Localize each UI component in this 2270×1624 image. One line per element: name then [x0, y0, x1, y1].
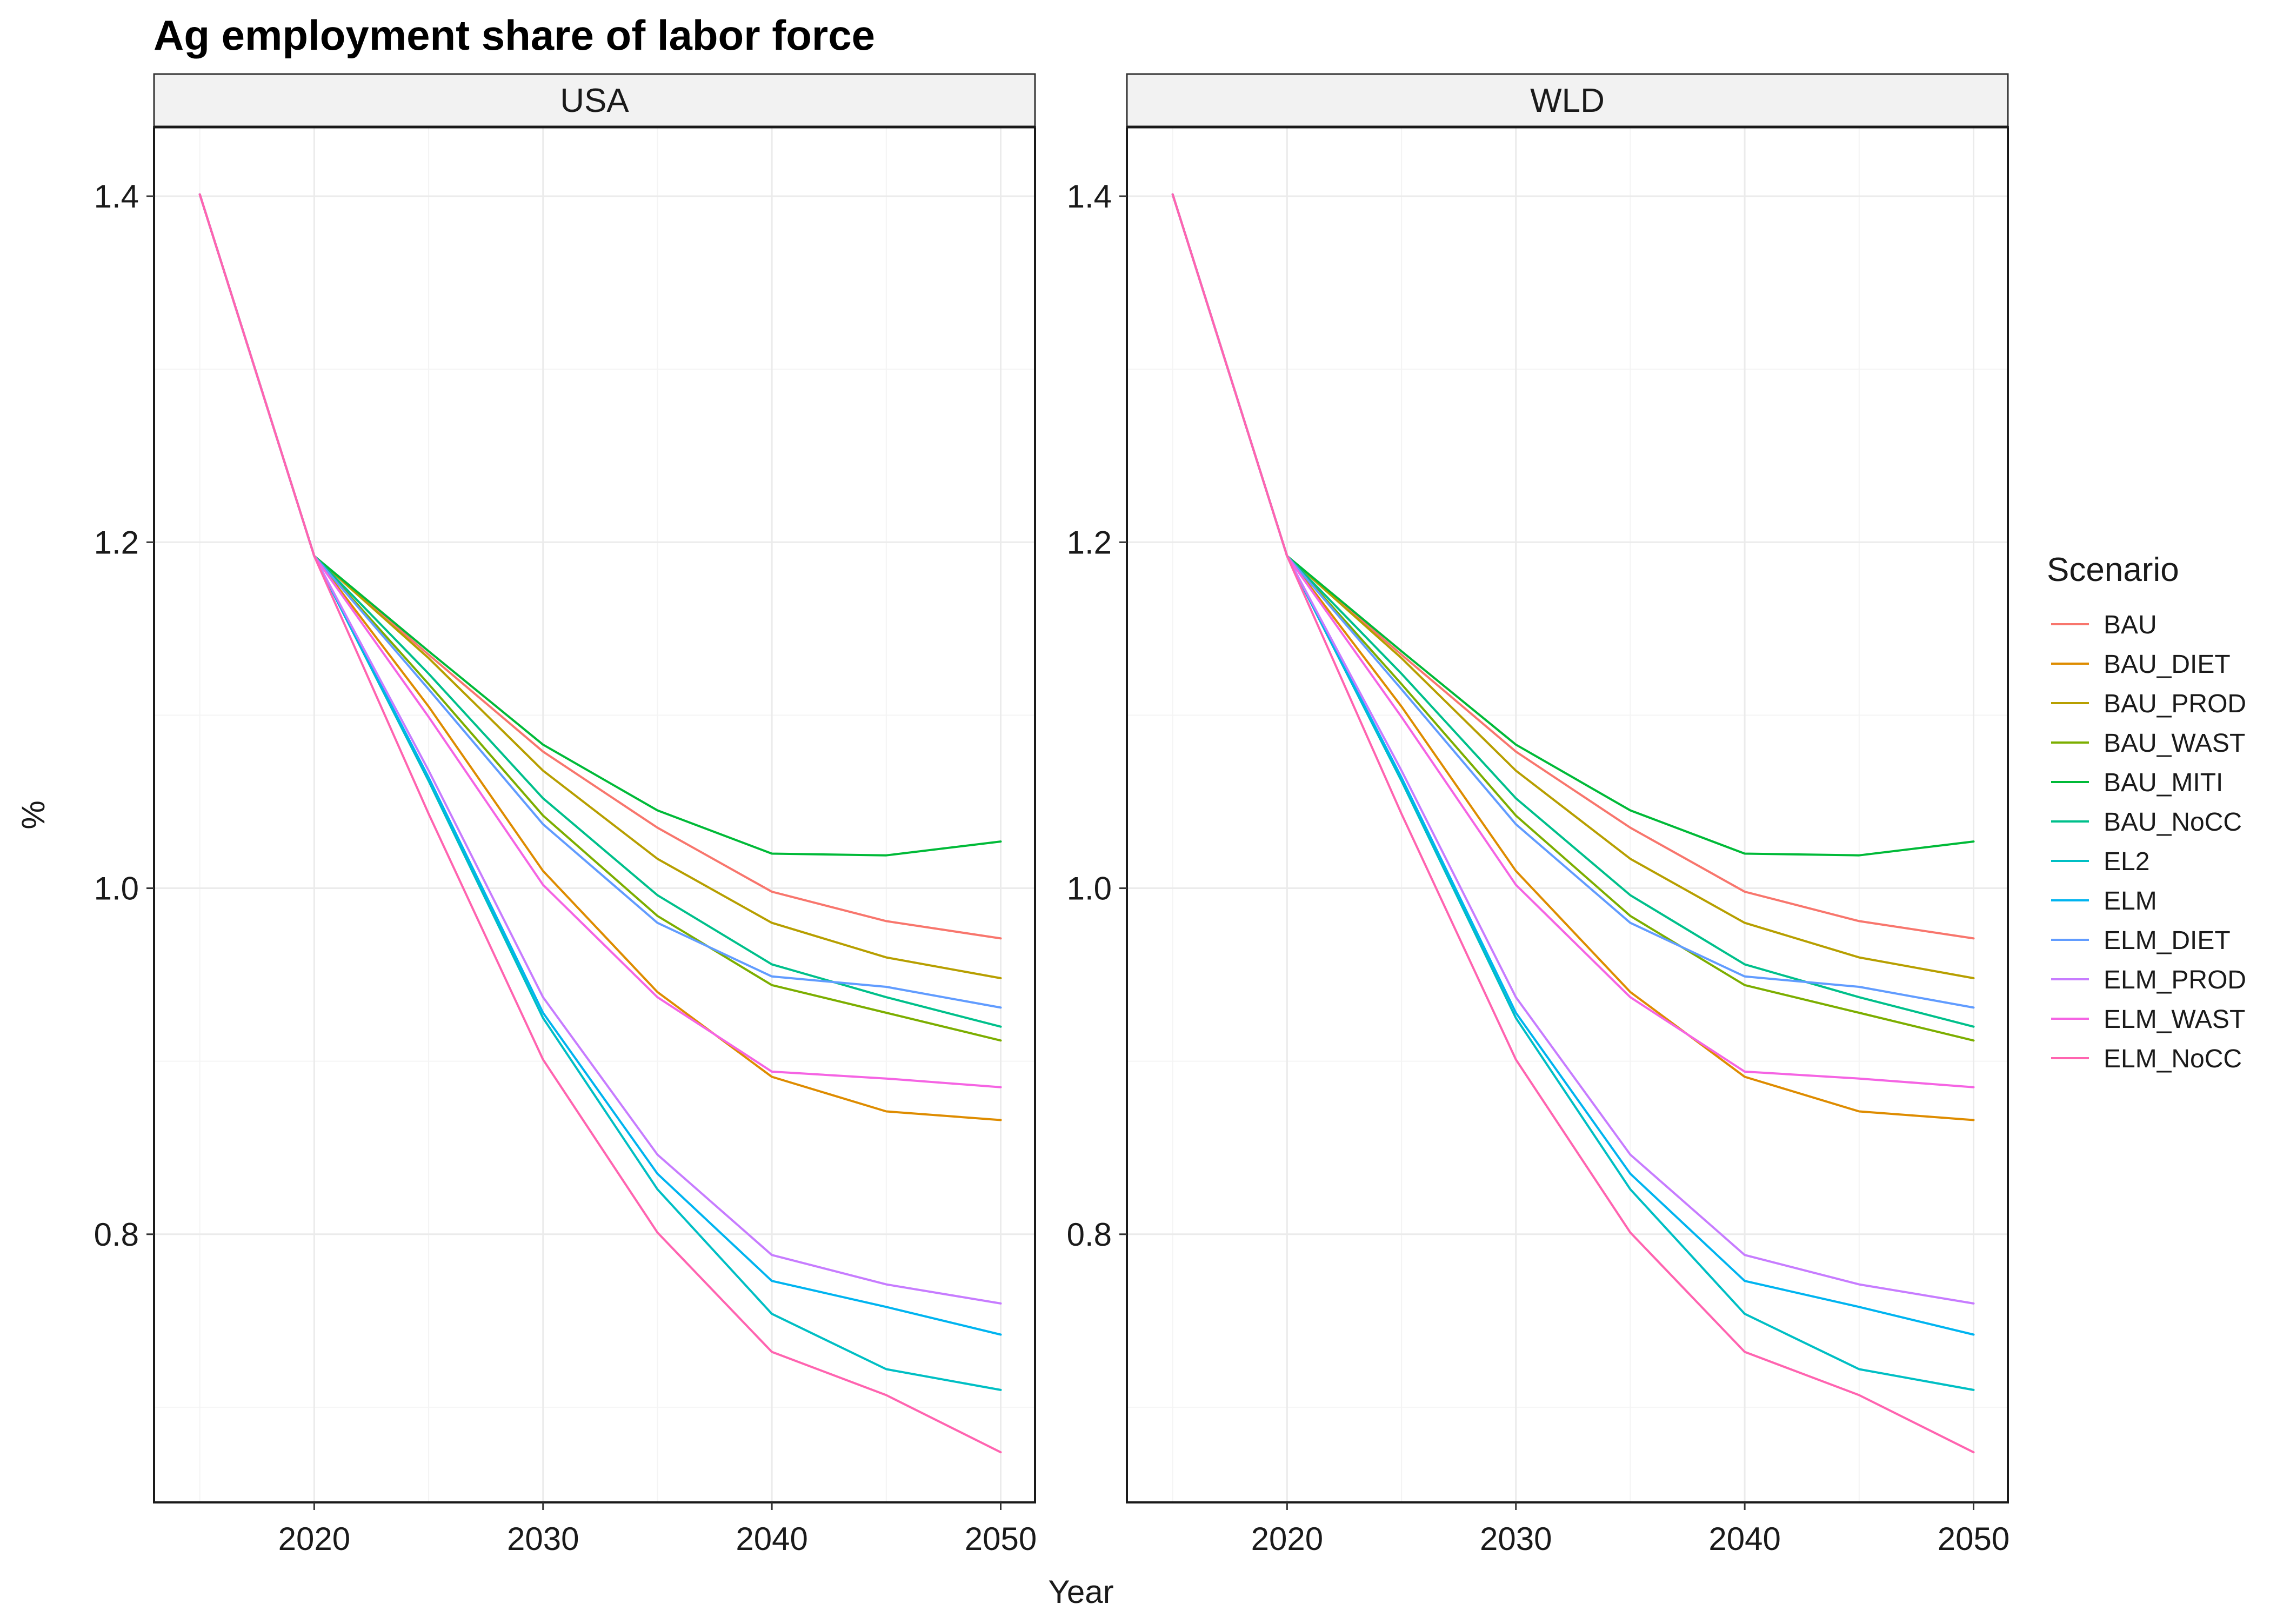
series-line-elm-wast: [1171, 193, 1975, 1088]
series-line-bau-nocc: [1171, 193, 1975, 1028]
y-tick-label: 1.4: [94, 178, 139, 215]
legend-label: ELM_WAST: [2104, 1005, 2245, 1034]
y-tick-label: 1.2: [94, 524, 139, 560]
y-tick-label: 1.0: [1067, 871, 1112, 907]
legend-item: ELM_WAST: [2051, 1005, 2245, 1034]
facet-strip: [153, 73, 1036, 128]
legend-label: BAU_MITI: [2104, 768, 2223, 797]
series-line-elm-prod: [198, 193, 1002, 1305]
legend-label: EL2: [2104, 847, 2149, 876]
facet-strip: [1126, 73, 2009, 128]
legend-label: ELM_DIET: [2104, 926, 2231, 955]
legend-label: BAU_NoCC: [2104, 808, 2242, 837]
series-line-bau-wast: [198, 193, 1002, 1042]
legend: Scenario BAU BAU_DIET BAU_PROD BAU_WAST BAU_…: [2047, 551, 2246, 1073]
series-line-elm: [1171, 193, 1975, 1336]
y-axis-title: %: [15, 800, 51, 829]
facet-strip-label: USA: [560, 82, 629, 119]
series-line-bau-miti: [198, 193, 1002, 857]
legend-item: EL2: [2051, 847, 2149, 876]
y-tick-label: 1.4: [1067, 178, 1112, 215]
x-tick-label: 2030: [1480, 1521, 1552, 1557]
x-tick-label: 2050: [1938, 1521, 2009, 1557]
x-tick-label: 2020: [278, 1521, 350, 1557]
panel-wld: WLD 2020 2030 2040 2050 0.8 1.0 1.2 1.4: [1067, 73, 2009, 1557]
series-line-bau-nocc: [198, 193, 1002, 1028]
series-line-elm: [198, 193, 1002, 1336]
x-tick-label: 2020: [1251, 1521, 1323, 1557]
series-line-bau-diet: [1171, 193, 1975, 1121]
legend-label: BAU: [2104, 611, 2157, 639]
legend-item: ELM_NoCC: [2051, 1045, 2242, 1073]
series-line-bau-prod: [1171, 193, 1975, 979]
series-line-bau-diet: [198, 193, 1002, 1121]
legend-item: ELM: [2051, 887, 2157, 915]
panel-border: [1126, 126, 2009, 1503]
x-tick-label: 2040: [1708, 1521, 1780, 1557]
legend-label: BAU_DIET: [2104, 650, 2231, 679]
series-line-bau-miti: [1171, 193, 1975, 857]
legend-item: ELM_DIET: [2051, 926, 2231, 955]
series-line-elm-diet: [1171, 193, 1975, 1009]
x-tick-label: 2050: [965, 1521, 1037, 1557]
legend-label: ELM_NoCC: [2104, 1045, 2242, 1073]
legend-label: BAU_WAST: [2104, 729, 2245, 758]
legend-label: ELM_PROD: [2104, 966, 2246, 994]
y-tick-label: 1.0: [94, 871, 139, 907]
y-tick-label: 1.2: [1067, 524, 1112, 560]
legend-item: BAU_WAST: [2051, 729, 2245, 758]
legend-item: BAU_NoCC: [2051, 808, 2242, 837]
series-line-bau-prod: [198, 193, 1002, 979]
series-line-el2: [198, 193, 1002, 1391]
legend-item: ELM_PROD: [2051, 966, 2246, 994]
panel-border: [153, 126, 1036, 1503]
legend-item: BAU_DIET: [2051, 650, 2231, 679]
x-tick-label: 2040: [736, 1521, 807, 1557]
series-line-elm-nocc: [1171, 193, 1975, 1454]
series-line-elm-nocc: [198, 193, 1002, 1454]
series-line-elm-wast: [198, 193, 1002, 1088]
legend-title: Scenario: [2047, 551, 2179, 589]
x-tick-label: 2030: [507, 1521, 579, 1557]
legend-label: ELM: [2104, 887, 2157, 915]
legend-item: BAU: [2051, 611, 2157, 639]
x-axis-title: Year: [1048, 1574, 1113, 1610]
legend-item: BAU_MITI: [2051, 768, 2223, 797]
series-line-el2: [1171, 193, 1975, 1391]
series-line-bau-wast: [1171, 193, 1975, 1042]
y-tick-label: 0.8: [1067, 1217, 1112, 1253]
y-tick-label: 0.8: [94, 1217, 139, 1253]
facet-panels: USA 2020 2030 2040 2050 0.8 1.0 1.2 1.4 WLD 2020 20…: [94, 73, 2009, 1557]
legend-item: BAU_PROD: [2051, 690, 2246, 718]
series-line-elm-prod: [1171, 193, 1975, 1305]
legend-label: BAU_PROD: [2104, 690, 2246, 718]
chart-title: Ag employment share of labor force: [153, 11, 875, 59]
panel-usa: USA 2020 2030 2040 2050 0.8 1.0 1.2 1.4: [94, 73, 1037, 1557]
series-line-elm-diet: [198, 193, 1002, 1009]
facet-strip-label: WLD: [1530, 82, 1605, 119]
